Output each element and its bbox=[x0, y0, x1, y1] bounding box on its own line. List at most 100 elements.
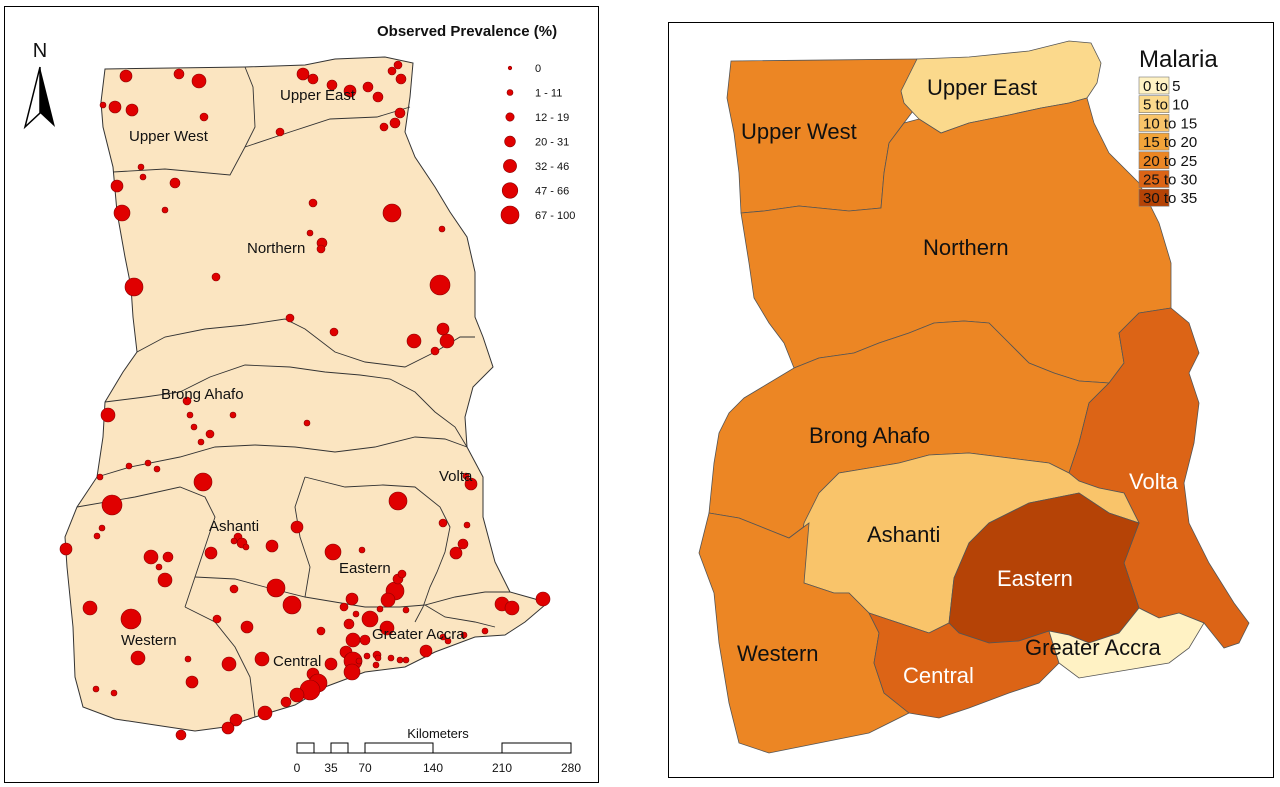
survey-point bbox=[430, 346, 440, 356]
legend-label-4: 32 - 46 bbox=[535, 161, 569, 173]
scale-tick-1: 35 bbox=[324, 761, 338, 775]
survey-point bbox=[229, 584, 239, 594]
survey-points bbox=[59, 60, 551, 741]
survey-point bbox=[306, 229, 314, 237]
survey-point bbox=[460, 631, 468, 639]
survey-point bbox=[464, 477, 478, 491]
legend-label-3: 20 - 31 bbox=[535, 137, 569, 149]
survey-point bbox=[402, 656, 410, 664]
region-label-volta: Volta bbox=[439, 468, 473, 485]
survey-point bbox=[157, 572, 173, 588]
survey-point bbox=[329, 327, 339, 337]
survey-point bbox=[230, 537, 238, 545]
right-label-northern: Northern bbox=[923, 235, 1009, 260]
survey-point bbox=[296, 67, 310, 81]
survey-point bbox=[439, 633, 447, 641]
survey-point bbox=[162, 551, 174, 563]
survey-point bbox=[374, 654, 382, 662]
survey-point bbox=[463, 521, 471, 529]
survey-point bbox=[372, 91, 384, 103]
right-label-ashanti: Ashanti bbox=[867, 522, 940, 547]
survey-point bbox=[212, 614, 222, 624]
prevalence-legend-title: Observed Prevalence (%) bbox=[377, 23, 557, 40]
region-central bbox=[868, 612, 1060, 719]
legend-symbol-5 bbox=[501, 182, 519, 199]
malaria-legend-title: Malaria bbox=[1139, 46, 1218, 73]
survey-point bbox=[436, 322, 450, 336]
survey-point bbox=[265, 539, 279, 553]
malaria-legend-swatch-3 bbox=[1138, 132, 1170, 151]
malaria-legend-swatch-1 bbox=[1138, 95, 1170, 113]
right-label-brong-ahafo: Brong Ahafo bbox=[809, 423, 930, 448]
survey-point bbox=[229, 713, 243, 727]
survey-point bbox=[285, 313, 295, 323]
region-boundaries bbox=[76, 66, 510, 718]
survey-point bbox=[376, 605, 384, 613]
survey-point bbox=[98, 524, 106, 532]
survey-point bbox=[394, 107, 406, 119]
legend-symbol-6 bbox=[500, 205, 520, 225]
survey-point bbox=[197, 438, 205, 446]
legend-symbol-3 bbox=[504, 135, 516, 148]
survey-point bbox=[124, 277, 144, 297]
malaria-legend-swatch-6 bbox=[1138, 188, 1170, 207]
region-label-brong-ahafo: Brong Ahafo bbox=[161, 386, 244, 403]
survey-point bbox=[439, 333, 455, 349]
survey-point bbox=[289, 687, 305, 703]
survey-point bbox=[257, 705, 273, 721]
region-label-central: Central bbox=[273, 653, 321, 670]
scale-title: Kilometers bbox=[407, 726, 469, 741]
survey-point bbox=[316, 626, 326, 636]
legend-label-2: 12 - 19 bbox=[535, 112, 569, 124]
malaria-legend-label-1: 5 to 10 bbox=[1143, 97, 1189, 114]
survey-point bbox=[137, 163, 145, 171]
survey-point bbox=[144, 459, 152, 467]
survey-point bbox=[345, 632, 361, 648]
survey-point bbox=[303, 419, 311, 427]
legend-label-0: 0 bbox=[535, 63, 541, 75]
survey-point bbox=[358, 546, 366, 554]
survey-point bbox=[96, 473, 104, 481]
survey-point bbox=[254, 651, 270, 667]
malaria-legend-label-4: 20 to 25 bbox=[1143, 153, 1197, 170]
region-label-upper-east: Upper East bbox=[280, 87, 356, 104]
survey-point bbox=[92, 685, 100, 693]
survey-point bbox=[190, 423, 198, 431]
survey-point bbox=[173, 68, 185, 80]
survey-point bbox=[275, 127, 285, 137]
survey-point bbox=[282, 595, 302, 615]
legend-symbol-1 bbox=[506, 89, 514, 96]
survey-point bbox=[345, 592, 359, 606]
survey-point bbox=[155, 563, 163, 571]
survey-point bbox=[343, 618, 355, 630]
survey-point bbox=[221, 721, 235, 735]
survey-point bbox=[395, 73, 407, 85]
scale-tick-4: 210 bbox=[492, 761, 512, 775]
survey-point bbox=[457, 538, 469, 550]
survey-point bbox=[352, 610, 360, 618]
malaria-legend-label-0: 0 to 5 bbox=[1143, 78, 1181, 95]
survey-point bbox=[324, 543, 342, 561]
survey-point bbox=[438, 225, 446, 233]
observed-prevalence-map: N Observed Prevalence (%) 0 1 - 11 12 - 19… bbox=[23, 23, 581, 775]
malaria-legend-label-3: 15 to 20 bbox=[1143, 134, 1197, 151]
survey-point bbox=[504, 600, 520, 616]
survey-point bbox=[462, 472, 470, 480]
survey-point bbox=[125, 103, 139, 117]
survey-point bbox=[185, 675, 199, 689]
right-label-volta: Volta bbox=[1129, 469, 1179, 494]
scale-tick-5: 280 bbox=[561, 761, 581, 775]
survey-point bbox=[266, 578, 286, 598]
survey-point bbox=[182, 396, 192, 406]
left-region-labels: Upper West Upper East Northern Brong Aha… bbox=[121, 87, 473, 670]
region-greater-accra bbox=[1048, 607, 1205, 679]
malaria-legend-label-5: 25 to 30 bbox=[1143, 172, 1197, 189]
survey-point bbox=[396, 656, 404, 664]
survey-point bbox=[130, 650, 146, 666]
legend-symbol-4 bbox=[503, 159, 517, 173]
survey-point bbox=[535, 591, 551, 607]
survey-point bbox=[324, 657, 338, 671]
survey-point bbox=[449, 546, 463, 560]
survey-point bbox=[280, 696, 292, 708]
